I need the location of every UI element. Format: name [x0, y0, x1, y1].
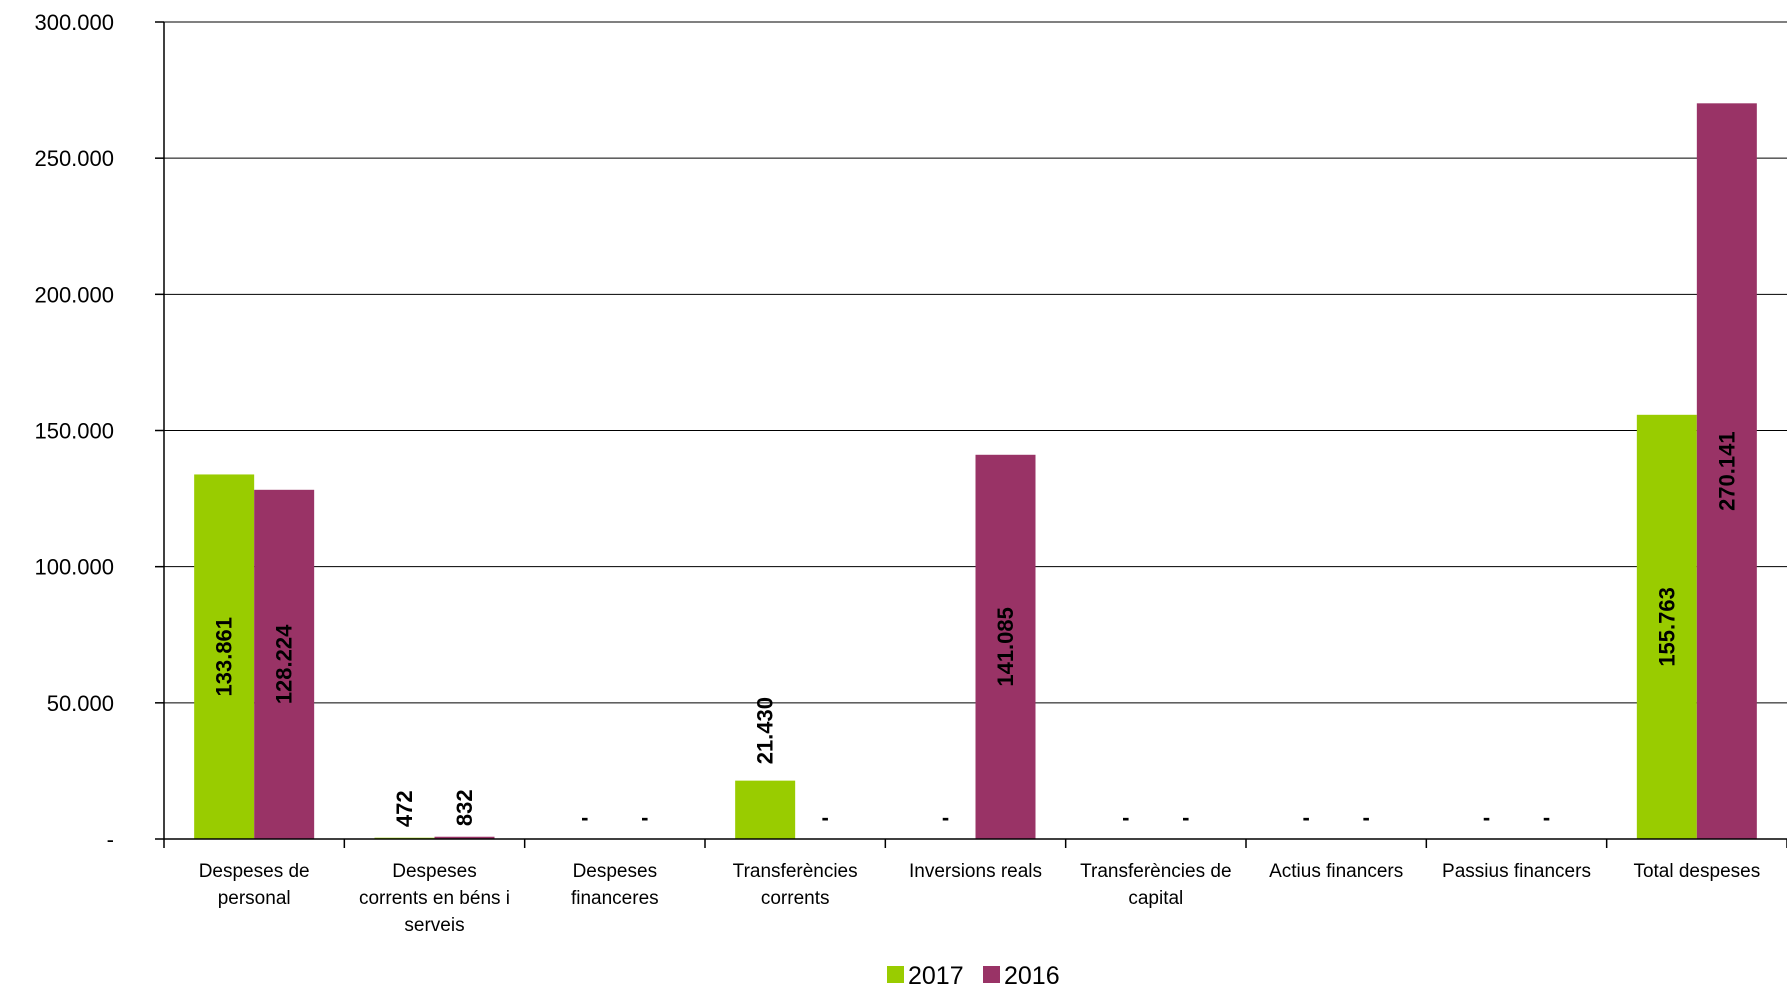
legend-swatch-2017: [887, 966, 904, 983]
data-label: -: [581, 805, 588, 830]
data-label: 128.224: [272, 624, 297, 704]
data-labels: 133.861 472 - 21.430 - - - - 155.763 128.224 832 - -…: [212, 431, 1740, 830]
y-tick-label: 300.000: [34, 10, 114, 35]
data-label: -: [1122, 805, 1129, 830]
bar-2016: [1696, 103, 1757, 839]
data-label: 133.861: [212, 617, 237, 697]
y-tick-label: 50.000: [47, 691, 114, 716]
data-label: -: [1182, 805, 1189, 830]
y-tick-label: 250.000: [34, 146, 114, 171]
x-category-label: Inversions reals: [909, 861, 1042, 882]
data-label: 832: [452, 789, 477, 826]
x-category-label: Transferències de capital: [1080, 861, 1231, 909]
bar-2016: [975, 454, 1036, 839]
x-category-label: Despeses financeres: [571, 861, 659, 909]
data-label: -: [1483, 805, 1490, 830]
gridlines: [164, 21, 1787, 704]
x-category-label: Despeses corrents en béns i serveis: [359, 861, 510, 936]
x-category-label: Transferències corrents: [733, 861, 858, 909]
data-label: 141.085: [993, 607, 1018, 687]
bar-2017: [735, 780, 796, 839]
data-label: -: [1543, 805, 1550, 830]
data-label: 270.141: [1714, 431, 1739, 511]
bar-2016: [434, 836, 495, 839]
data-label: 472: [392, 790, 417, 827]
y-tick-label: 200.000: [34, 282, 114, 307]
y-tick-label: -: [107, 827, 114, 852]
x-category-label: Actius financers: [1269, 861, 1403, 882]
bar-2016: [254, 489, 315, 839]
data-label: 21.430: [753, 697, 778, 764]
y-axis-ticks: - 50.000 100.000 150.000 200.000 250.000 300.0…: [34, 10, 164, 852]
legend-label-2016: 2016: [1004, 962, 1060, 990]
data-label: -: [641, 805, 648, 830]
x-category-label: Total despeses: [1633, 861, 1760, 882]
bar-2017: [1636, 414, 1697, 839]
data-label: -: [1303, 805, 1310, 830]
x-category-label: Despeses de personal: [199, 861, 310, 909]
x-category-label: Passius financers: [1442, 861, 1591, 882]
legend-label-2017: 2017: [908, 962, 964, 990]
y-tick-label: 100.000: [34, 555, 114, 580]
legend-swatch-2016: [983, 966, 1000, 983]
legend: 2017 2016: [887, 962, 1060, 990]
data-label: -: [942, 805, 949, 830]
data-label: -: [822, 805, 829, 830]
bar-2017: [194, 474, 255, 839]
x-axis-ticks: Despeses de personal Despeses corrents en b…: [163, 839, 1787, 936]
data-label: 155.763: [1654, 587, 1679, 667]
data-label: -: [1363, 805, 1370, 830]
y-tick-label: 150.000: [34, 419, 114, 444]
bars: [194, 103, 1757, 839]
